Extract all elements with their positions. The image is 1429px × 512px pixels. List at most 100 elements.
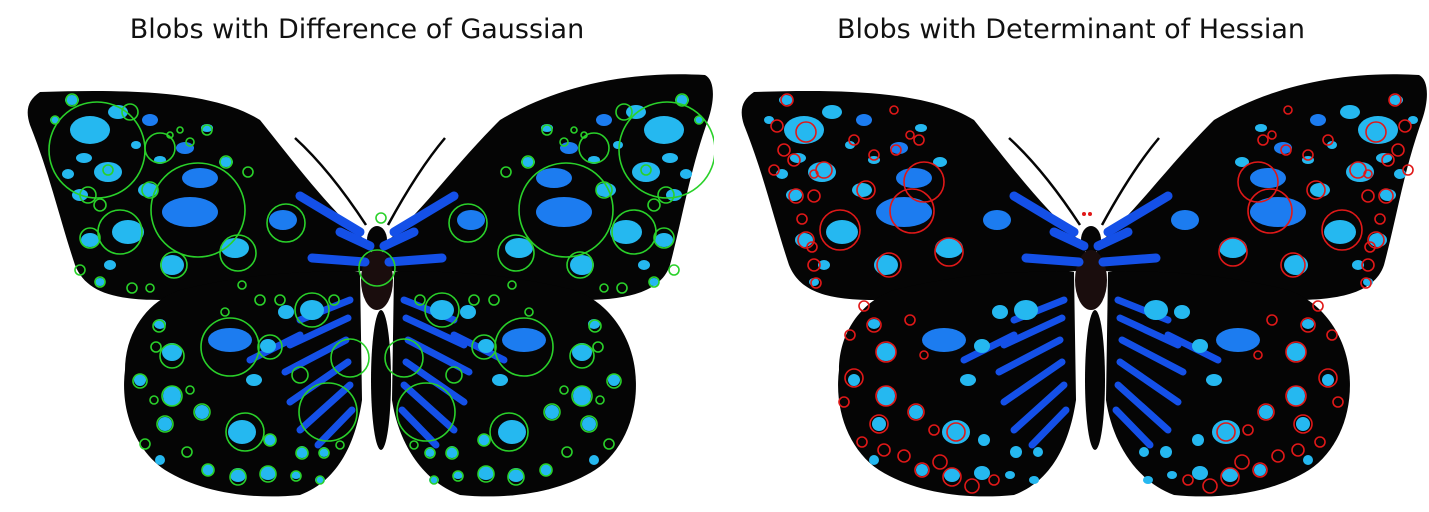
wing-spot (1408, 116, 1418, 124)
wing-spot (876, 343, 896, 361)
wing-spot (81, 233, 99, 247)
wing-spot (764, 116, 774, 124)
wing-spot (1284, 255, 1308, 275)
wing-stripe (1114, 381, 1172, 434)
wing-spot (1033, 447, 1043, 457)
wing-spot (596, 114, 612, 126)
wing-spot (1171, 210, 1199, 230)
blob-circle (856, 436, 868, 448)
blob-circle (869, 414, 889, 434)
blob-circle (1285, 341, 1307, 363)
wing-bar (1093, 227, 1133, 251)
wing-spot (446, 446, 458, 458)
wing-spot (429, 476, 439, 484)
blob-circle (452, 470, 464, 482)
blob-circle (1360, 277, 1372, 289)
blob-circle (424, 292, 460, 328)
blob-circle (93, 198, 107, 212)
wing-spot (818, 260, 830, 270)
butterfly-thorax (1075, 250, 1107, 310)
wing-spot (1303, 455, 1313, 465)
wing-spot (790, 153, 806, 163)
blob-circle (254, 294, 266, 306)
blob-circle (1293, 414, 1313, 434)
wing-spot (1143, 476, 1153, 484)
blob-circle (159, 343, 185, 369)
blob-circle (606, 373, 622, 389)
wing-spot (1376, 153, 1392, 163)
blob-circle (810, 277, 822, 289)
blob-circle (448, 203, 488, 243)
blob-circle (618, 101, 714, 199)
blob-circle (497, 234, 535, 272)
blob-circle (932, 454, 948, 470)
blob-circle (295, 446, 309, 460)
wing-spot (868, 319, 880, 329)
blob-circle (219, 155, 233, 169)
wing-bar (1049, 227, 1089, 251)
dog-butterfly-image (27, 74, 714, 497)
wing-spot (1139, 447, 1149, 457)
blob-circle (1182, 474, 1194, 486)
wing-spot (502, 328, 546, 352)
blob-circle (905, 130, 915, 140)
blob-circle (409, 440, 419, 450)
blob-circle (507, 468, 525, 486)
blob-circle (787, 153, 801, 167)
blob-circle (102, 164, 114, 176)
blob-circle (795, 121, 817, 143)
wing-spot (1192, 466, 1208, 480)
blob-circle (471, 334, 497, 360)
blob-circle (181, 446, 193, 458)
right-hindwing (392, 271, 636, 497)
wing-spot (1259, 405, 1273, 419)
blob-circle (445, 446, 459, 460)
blob-circle (298, 382, 358, 442)
wing-spot (610, 220, 642, 244)
blob-circle (1365, 121, 1387, 143)
blob-circle (1361, 258, 1375, 272)
wing-spot (1005, 471, 1015, 479)
blob-circle (592, 341, 604, 353)
wing-spot (915, 124, 927, 132)
blob-circle (335, 440, 345, 450)
blob-circle (559, 385, 569, 395)
wing-bar (295, 191, 365, 237)
wing-bar (1103, 191, 1173, 237)
wing-spot (478, 466, 494, 480)
wing-spot (1322, 374, 1334, 386)
blob-circle (653, 227, 675, 249)
blob-circle (161, 385, 183, 407)
blob-circle (819, 209, 861, 251)
wing-spot (1206, 374, 1222, 386)
wing-spot (228, 420, 256, 444)
blob-circle (770, 119, 784, 133)
blob-circle (1285, 385, 1307, 407)
wing-spot (638, 260, 650, 270)
blob-circle (788, 188, 804, 204)
left-forewing (741, 90, 1086, 301)
wing-spot (1310, 114, 1326, 126)
blob-circle (1363, 169, 1373, 179)
wing-spot (457, 210, 485, 230)
wing-spot (1222, 468, 1238, 482)
blob-circle (94, 276, 106, 288)
wing-spot (1302, 319, 1314, 329)
wing-spot (613, 141, 623, 149)
blob-circle (1252, 462, 1268, 478)
blob-circle (914, 462, 930, 478)
blob-circle (200, 317, 260, 377)
blob-circle (1302, 149, 1314, 161)
butterfly-thorax (361, 250, 393, 310)
blob-circle (1267, 130, 1277, 140)
blob-circle (477, 433, 491, 447)
blob-circle (225, 412, 265, 452)
wing-spot (1274, 142, 1292, 154)
blob-circle (429, 475, 439, 485)
blob-circle (668, 264, 680, 276)
blob-circle (1361, 189, 1375, 203)
left-hindwing (124, 271, 363, 497)
wing-spot (675, 95, 689, 105)
wing-spot (877, 386, 895, 406)
wing-spot (1192, 434, 1204, 446)
